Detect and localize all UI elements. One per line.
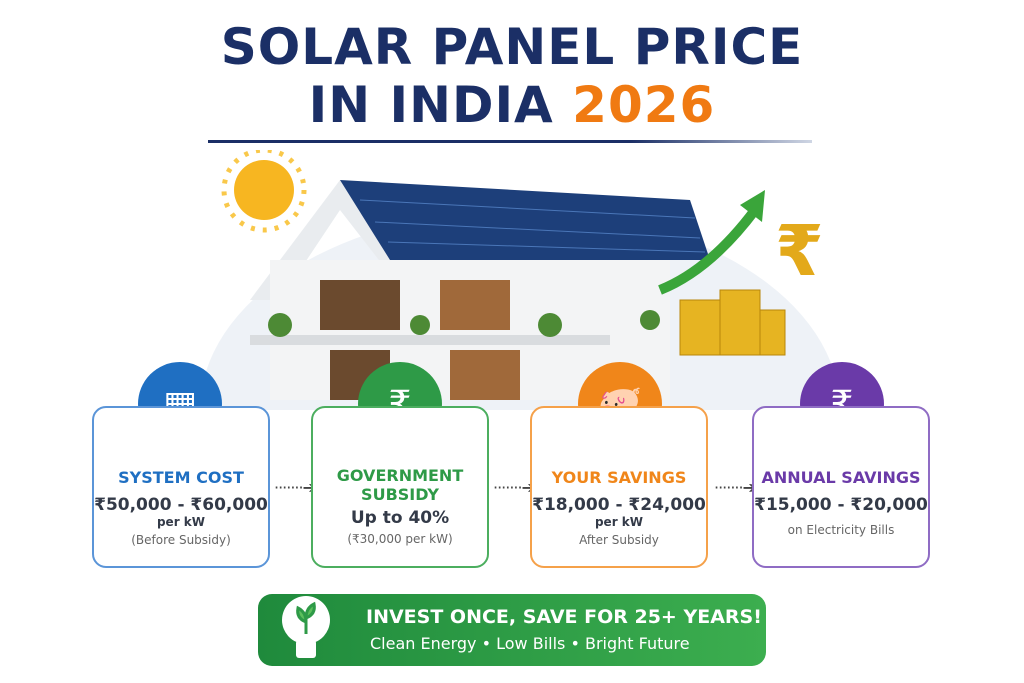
- card-heading: YOUR SAVINGS: [551, 468, 687, 487]
- card-value: ₹18,000 - ₹24,000: [532, 495, 706, 515]
- card-your-savings: YOUR SAVINGS ₹18,000 - ₹24,000 per kW Af…: [530, 406, 708, 568]
- lightbulb-leaf-icon: [282, 596, 330, 658]
- solar-panels: [340, 180, 710, 260]
- card-system-cost: SYSTEM COST ₹50,000 - ₹60,000 per kW (Be…: [92, 406, 270, 568]
- title-divider: [208, 140, 812, 143]
- card-value: ₹50,000 - ₹60,000: [94, 495, 268, 515]
- card-note: After Subsidy: [579, 533, 659, 547]
- card-unit: per kW: [594, 515, 644, 529]
- house-illustration: ₹: [200, 150, 840, 410]
- rupee-symbol-icon: ₹: [775, 210, 824, 292]
- arrow-icon: ·······➔: [493, 478, 535, 497]
- card-note: (₹30,000 per kW): [347, 532, 453, 546]
- card-heading: SYSTEM COST: [118, 468, 244, 487]
- sun-icon: [221, 150, 307, 233]
- title-year: 2026: [572, 76, 716, 134]
- card-note: on Electricity Bills: [787, 523, 895, 537]
- card-note: (Before Subsidy): [131, 533, 231, 547]
- card-government-subsidy: GOVERNMENT SUBSIDY Up to 40% (₹30,000 pe…: [311, 406, 489, 568]
- banner-tagline: Clean Energy • Low Bills • Bright Future: [370, 634, 690, 653]
- card-annual-savings: ANNUAL SAVINGS ₹15,000 - ₹20,000 on Elec…: [752, 406, 930, 568]
- arrow-icon: ·······➔: [274, 478, 316, 497]
- card-heading: GOVERNMENT SUBSIDY: [336, 466, 464, 504]
- title-line-2: IN INDIA 2026: [0, 76, 1024, 134]
- card-value: Up to 40%: [350, 508, 450, 528]
- title-line-1: SOLAR PANEL PRICE: [220, 18, 804, 76]
- coin-stacks: [679, 289, 786, 356]
- title-prefix: IN INDIA: [308, 76, 554, 134]
- card-unit: per kW: [156, 515, 206, 529]
- banner-headline: INVEST ONCE, SAVE FOR 25+ YEARS!: [366, 606, 762, 628]
- card-value: ₹15,000 - ₹20,000: [754, 495, 928, 515]
- card-heading: ANNUAL SAVINGS: [761, 468, 921, 487]
- growth-arrow: [658, 206, 759, 295]
- invest-banner: INVEST ONCE, SAVE FOR 25+ YEARS! Clean E…: [258, 594, 766, 666]
- arrow-icon: ·······➔: [714, 478, 756, 497]
